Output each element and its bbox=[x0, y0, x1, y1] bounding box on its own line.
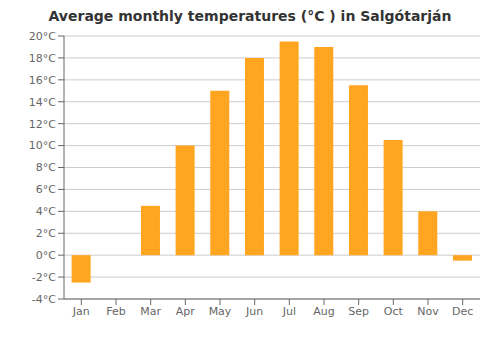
svg-text:6°C: 6°C bbox=[36, 183, 56, 196]
svg-text:0°C: 0°C bbox=[36, 249, 56, 262]
svg-text:Dec: Dec bbox=[452, 305, 473, 318]
svg-text:20°C: 20°C bbox=[29, 30, 56, 43]
svg-text:May: May bbox=[209, 305, 232, 318]
svg-text:14°C: 14°C bbox=[29, 96, 56, 109]
svg-text:Jul: Jul bbox=[282, 305, 296, 318]
svg-text:8°C: 8°C bbox=[36, 161, 56, 174]
svg-text:Jan: Jan bbox=[72, 305, 90, 318]
svg-text:Oct: Oct bbox=[384, 305, 404, 318]
svg-text:18°C: 18°C bbox=[29, 52, 56, 65]
svg-text:10°C: 10°C bbox=[29, 139, 56, 152]
svg-text:-2°C: -2°C bbox=[32, 271, 56, 284]
svg-text:Sep: Sep bbox=[348, 305, 369, 318]
svg-text:Aug: Aug bbox=[313, 305, 334, 318]
svg-text:2°C: 2°C bbox=[36, 227, 56, 240]
svg-text:12°C: 12°C bbox=[29, 118, 56, 131]
svg-text:Jun: Jun bbox=[245, 305, 263, 318]
html-text:Average monthly temperatures (: Average monthly temperatures (°C ) in Sa… bbox=[48, 8, 452, 24]
svg-text:Mar: Mar bbox=[140, 305, 161, 318]
svg-text:Nov: Nov bbox=[417, 305, 439, 318]
svg-text:Apr: Apr bbox=[176, 305, 196, 318]
svg-text:16°C: 16°C bbox=[29, 74, 56, 87]
svg-text:Feb: Feb bbox=[106, 305, 125, 318]
svg-text:-4°C: -4°C bbox=[32, 293, 56, 306]
svg-text:4°C: 4°C bbox=[36, 205, 56, 218]
